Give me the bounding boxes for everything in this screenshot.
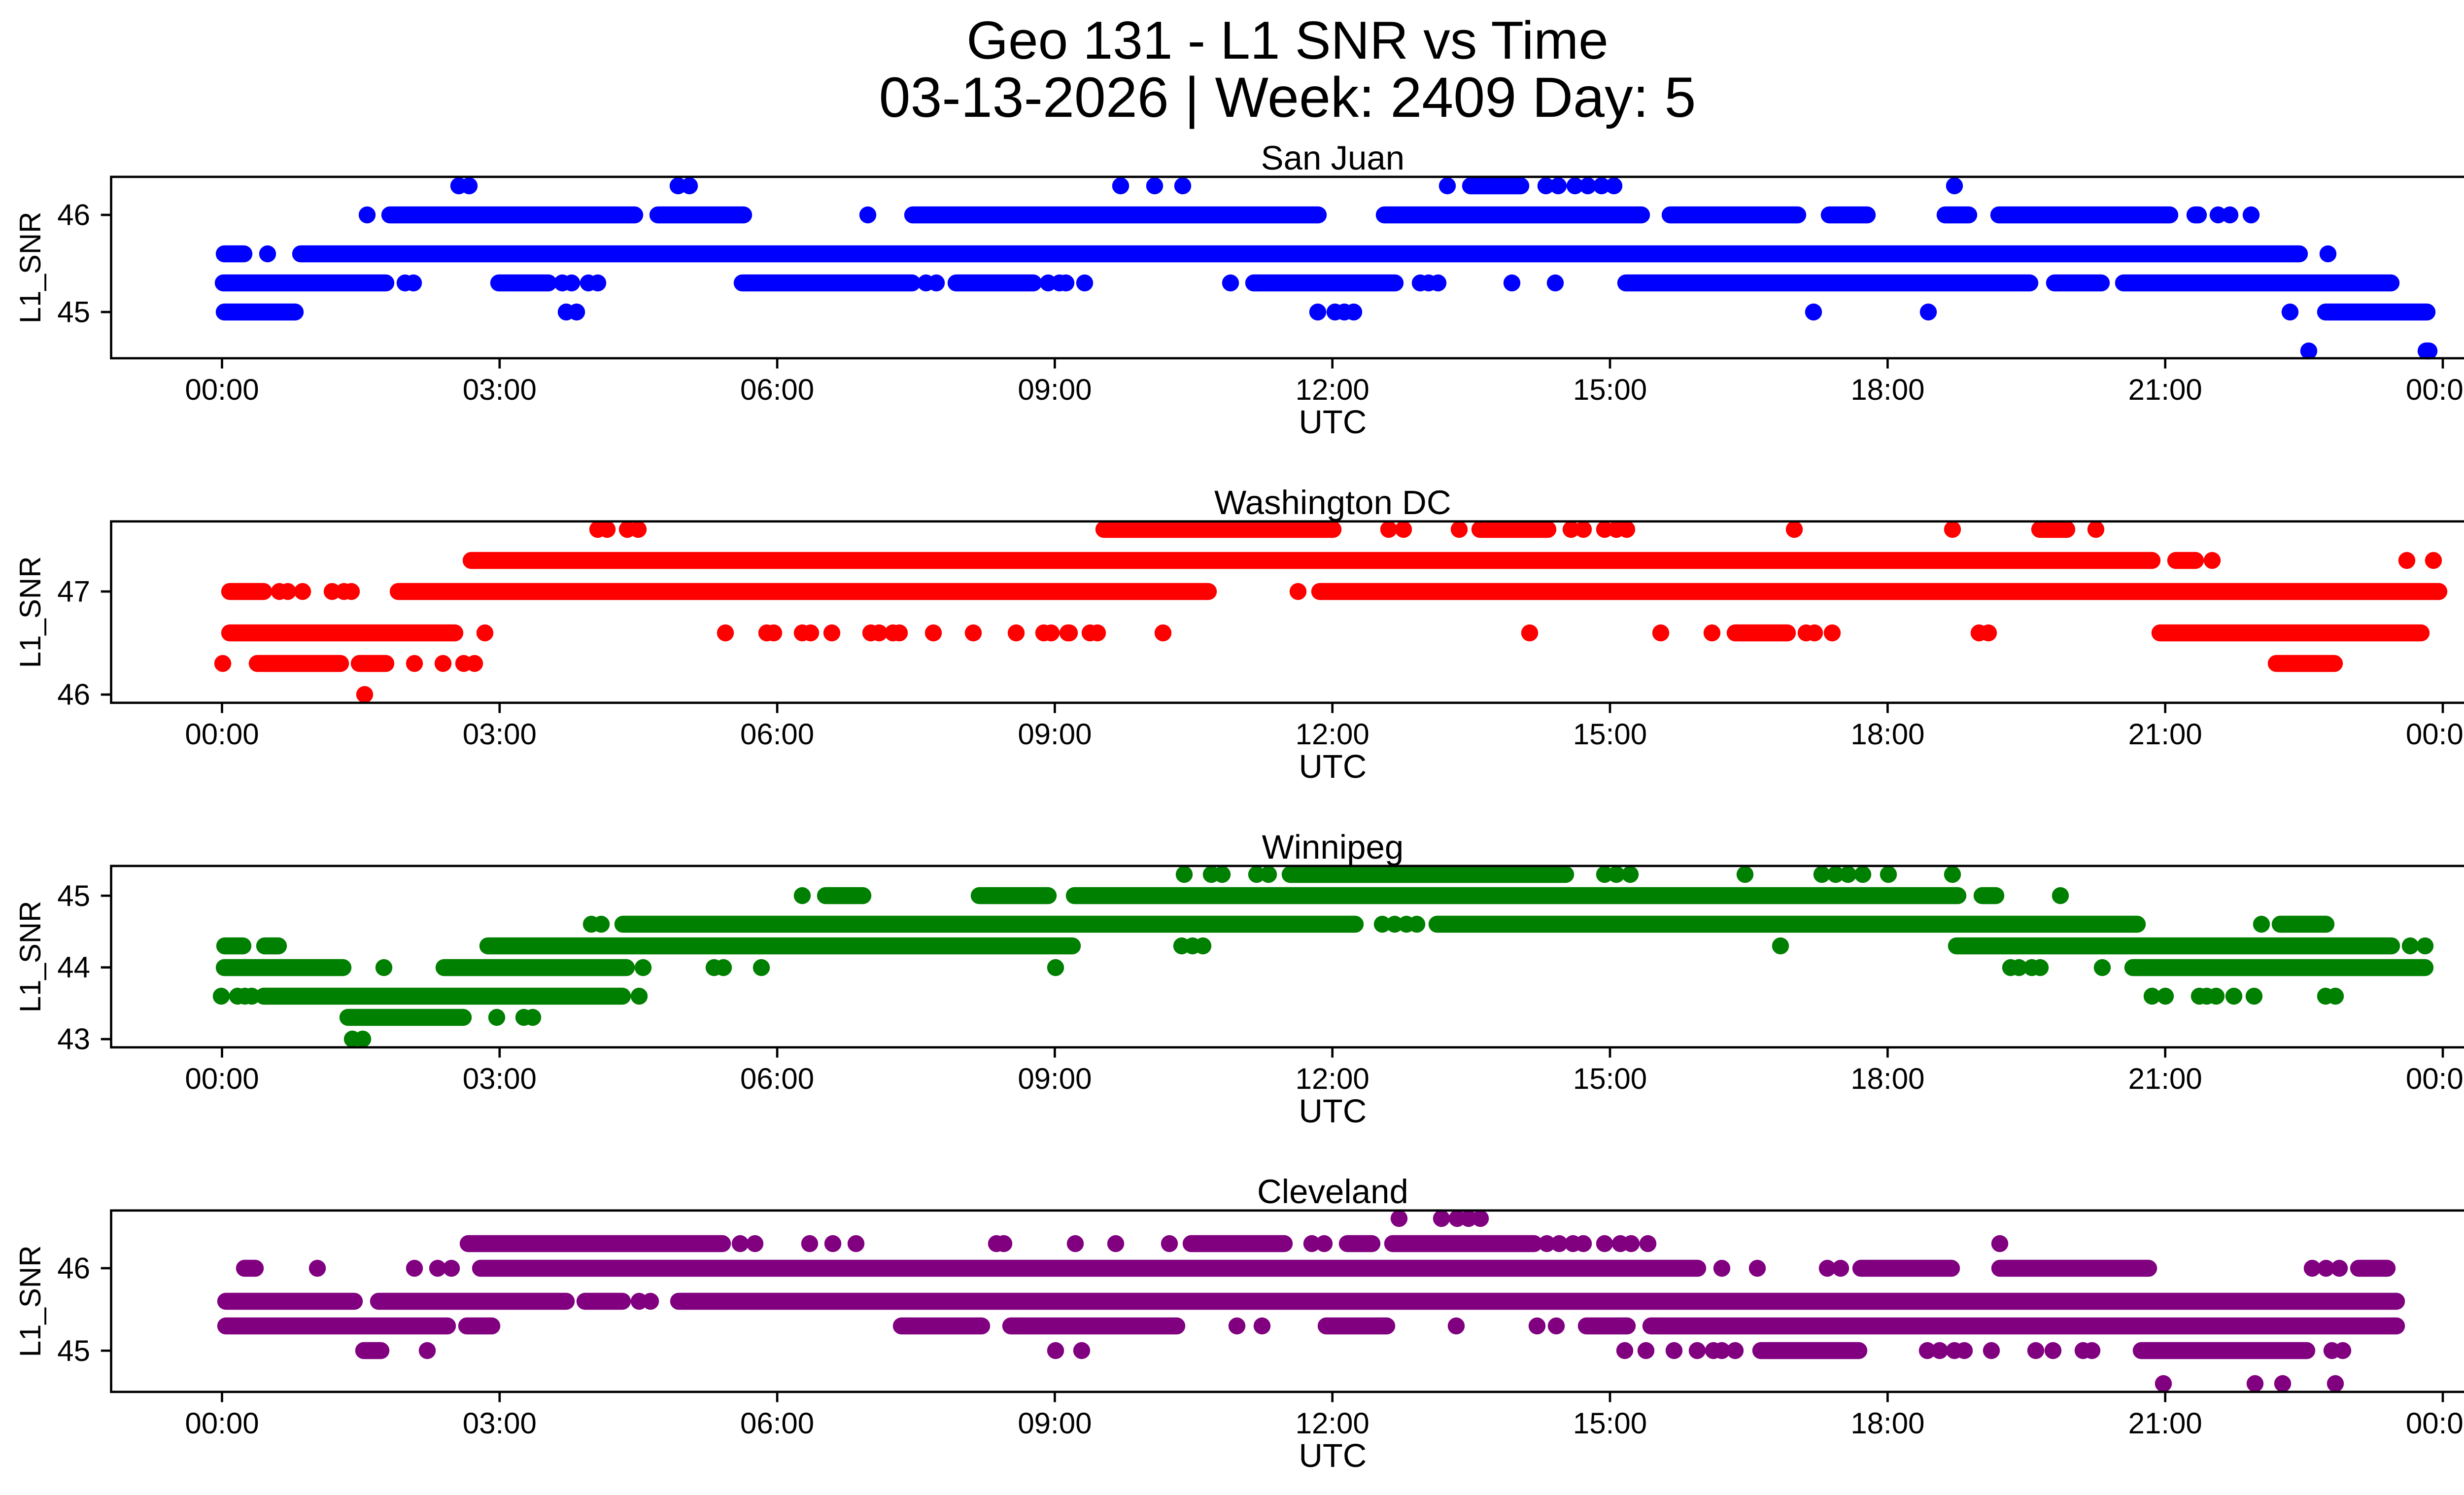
svg-text:06:00: 06:00 — [740, 718, 814, 751]
svg-text:Cleveland: Cleveland — [1257, 1173, 1408, 1211]
svg-text:21:00: 21:00 — [2128, 1062, 2202, 1095]
svg-text:45: 45 — [57, 879, 90, 912]
svg-text:21:00: 21:00 — [2128, 1407, 2202, 1440]
svg-text:18:00: 18:00 — [1850, 373, 1924, 406]
svg-text:L1_SNR: L1_SNR — [14, 211, 47, 323]
svg-text:Geo 131 - L1 SNR vs Time: Geo 131 - L1 SNR vs Time — [966, 10, 1608, 70]
svg-text:00:00: 00:00 — [185, 1407, 259, 1440]
svg-text:06:00: 06:00 — [740, 1407, 814, 1440]
svg-text:00:00: 00:00 — [2406, 1407, 2464, 1440]
svg-text:03:00: 03:00 — [463, 1407, 537, 1440]
svg-text:09:00: 09:00 — [1018, 1407, 1092, 1440]
svg-text:00:00: 00:00 — [2406, 1062, 2464, 1095]
svg-text:06:00: 06:00 — [740, 1062, 814, 1095]
svg-text:18:00: 18:00 — [1850, 1062, 1924, 1095]
svg-text:47: 47 — [57, 575, 90, 608]
svg-text:45: 45 — [57, 1334, 90, 1367]
svg-text:Winnipeg: Winnipeg — [1262, 828, 1404, 866]
svg-text:12:00: 12:00 — [1296, 718, 1369, 751]
svg-text:46: 46 — [57, 678, 90, 711]
svg-text:L1_SNR: L1_SNR — [14, 1245, 47, 1357]
svg-text:46: 46 — [57, 1252, 90, 1285]
svg-text:L1_SNR: L1_SNR — [14, 901, 47, 1012]
svg-text:46: 46 — [57, 199, 90, 232]
svg-text:UTC: UTC — [1299, 404, 1367, 441]
svg-text:09:00: 09:00 — [1018, 373, 1092, 406]
svg-text:09:00: 09:00 — [1018, 718, 1092, 751]
svg-text:Washington DC: Washington DC — [1214, 484, 1451, 522]
svg-text:45: 45 — [57, 296, 90, 329]
svg-text:00:00: 00:00 — [185, 718, 259, 751]
svg-text:03:00: 03:00 — [463, 1062, 537, 1095]
svg-text:12:00: 12:00 — [1296, 1407, 1369, 1440]
svg-text:15:00: 15:00 — [1573, 1062, 1647, 1095]
svg-text:15:00: 15:00 — [1573, 1407, 1647, 1440]
svg-text:12:00: 12:00 — [1296, 373, 1369, 406]
svg-text:21:00: 21:00 — [2128, 718, 2202, 751]
svg-text:06:00: 06:00 — [740, 373, 814, 406]
svg-text:UTC: UTC — [1299, 1437, 1367, 1474]
svg-text:12:00: 12:00 — [1296, 1062, 1369, 1095]
svg-text:00:00: 00:00 — [185, 1062, 259, 1095]
svg-text:09:00: 09:00 — [1018, 1062, 1092, 1095]
svg-text:44: 44 — [57, 951, 90, 984]
svg-text:00:00: 00:00 — [185, 373, 259, 406]
svg-text:15:00: 15:00 — [1573, 373, 1647, 406]
svg-text:15:00: 15:00 — [1573, 718, 1647, 751]
svg-text:21:00: 21:00 — [2128, 373, 2202, 406]
svg-text:00:00: 00:00 — [2406, 373, 2464, 406]
svg-text:UTC: UTC — [1299, 1093, 1367, 1130]
svg-text:03-13-2026 | Week: 2409 Day: 5: 03-13-2026 | Week: 2409 Day: 5 — [879, 66, 1696, 129]
svg-text:43: 43 — [57, 1023, 90, 1056]
svg-text:UTC: UTC — [1299, 748, 1367, 785]
svg-text:00:00: 00:00 — [2406, 718, 2464, 751]
svg-text:L1_SNR: L1_SNR — [14, 556, 47, 668]
svg-text:18:00: 18:00 — [1850, 718, 1924, 751]
svg-text:03:00: 03:00 — [463, 718, 537, 751]
svg-text:San Juan: San Juan — [1261, 139, 1405, 177]
svg-text:03:00: 03:00 — [463, 373, 537, 406]
svg-text:18:00: 18:00 — [1850, 1407, 1924, 1440]
